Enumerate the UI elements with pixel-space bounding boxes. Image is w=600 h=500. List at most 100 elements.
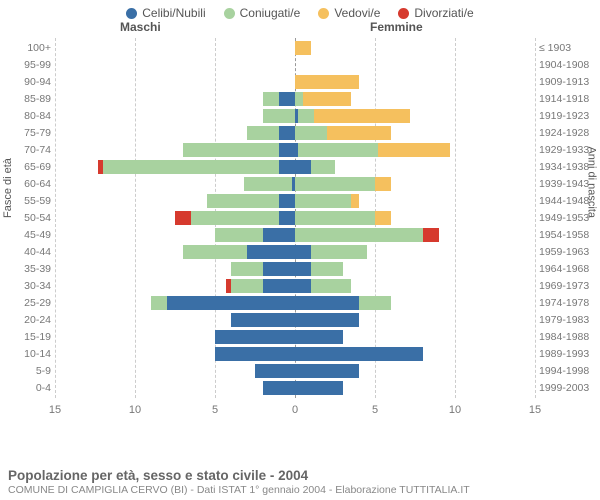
segment-vedovi: [351, 194, 359, 208]
age-row: 85-891914-1918: [55, 91, 535, 108]
legend-swatch: [224, 8, 235, 19]
segment-coniugati: [183, 245, 247, 259]
segment-coniugati: [244, 177, 292, 191]
bar-female: [295, 347, 423, 361]
bar-male: [263, 109, 295, 123]
birth-year-label: 1959-1963: [539, 244, 597, 261]
segment-coniugati: [298, 109, 314, 123]
header-female: Femmine: [370, 20, 423, 34]
age-row: 10-141989-1993: [55, 346, 535, 363]
age-row: 95-991904-1908: [55, 57, 535, 74]
bar-male: [231, 262, 295, 276]
segment-celibi: [295, 262, 311, 276]
bar-female: [295, 177, 391, 191]
segment-celibi: [263, 262, 295, 276]
bar-female: [295, 228, 439, 242]
segment-celibi: [295, 347, 423, 361]
age-row: 5-91994-1998: [55, 363, 535, 380]
segment-coniugati: [295, 126, 327, 140]
segment-celibi: [167, 296, 295, 310]
segment-celibi: [295, 296, 359, 310]
bar-female: [295, 160, 335, 174]
bar-female: [295, 364, 359, 378]
age-row: 80-841919-1923: [55, 108, 535, 125]
legend-item: Vedovi/e: [318, 6, 380, 20]
segment-coniugati: [359, 296, 391, 310]
legend-swatch: [398, 8, 409, 19]
segment-celibi: [255, 364, 295, 378]
segment-celibi: [263, 279, 295, 293]
bar-female: [295, 75, 359, 89]
segment-coniugati: [311, 245, 367, 259]
segment-vedovi: [327, 126, 391, 140]
age-row: 70-741929-1933: [55, 142, 535, 159]
segment-celibi: [295, 279, 311, 293]
age-row: 20-241979-1983: [55, 312, 535, 329]
header-male: Maschi: [120, 20, 161, 34]
age-label: 55-59: [7, 193, 51, 210]
age-row: 40-441959-1963: [55, 244, 535, 261]
birth-year-label: 1949-1953: [539, 210, 597, 227]
age-row: 75-791924-1928: [55, 125, 535, 142]
legend-swatch: [318, 8, 329, 19]
segment-coniugati: [295, 177, 375, 191]
bar-male: [231, 313, 295, 327]
age-row: 15-191984-1988: [55, 329, 535, 346]
segment-vedovi: [378, 143, 450, 157]
birth-year-label: ≤ 1903: [539, 40, 597, 57]
segment-vedovi: [375, 177, 391, 191]
bar-female: [295, 279, 351, 293]
age-row: 90-941909-1913: [55, 74, 535, 91]
x-tick-label: 5: [372, 404, 378, 416]
segment-coniugati: [151, 296, 167, 310]
birth-year-label: 1954-1958: [539, 227, 597, 244]
legend-label: Divorziati/e: [414, 6, 473, 20]
bar-female: [295, 92, 351, 106]
bar-female: [295, 330, 343, 344]
segment-celibi: [279, 143, 295, 157]
bar-male: [263, 92, 295, 106]
age-label: 80-84: [7, 108, 51, 125]
rows-container: 100+≤ 190395-991904-190890-941909-191385…: [55, 40, 535, 397]
segment-celibi: [279, 160, 295, 174]
age-label: 60-64: [7, 176, 51, 193]
bar-female: [295, 313, 359, 327]
segment-coniugati: [311, 160, 335, 174]
birth-year-label: 1919-1923: [539, 108, 597, 125]
birth-year-label: 1939-1943: [539, 176, 597, 193]
bar-female: [295, 41, 311, 55]
segment-vedovi: [375, 211, 391, 225]
legend-item: Coniugati/e: [224, 6, 301, 20]
age-row: 30-341969-1973: [55, 278, 535, 295]
birth-year-label: 1929-1933: [539, 142, 597, 159]
bar-male: [215, 228, 295, 242]
segment-coniugati: [295, 92, 303, 106]
age-label: 25-29: [7, 295, 51, 312]
segment-coniugati: [298, 143, 378, 157]
age-label: 0-4: [7, 380, 51, 397]
segment-celibi: [295, 364, 359, 378]
birth-year-label: 1904-1908: [539, 57, 597, 74]
segment-coniugati: [207, 194, 279, 208]
birth-year-label: 1989-1993: [539, 346, 597, 363]
birth-year-label: 1979-1983: [539, 312, 597, 329]
x-tick-label: 0: [292, 404, 298, 416]
bar-male: [175, 211, 295, 225]
segment-celibi: [215, 347, 295, 361]
bar-male: [207, 194, 295, 208]
age-label: 65-69: [7, 159, 51, 176]
bar-female: [295, 109, 410, 123]
segment-divorziati: [175, 211, 191, 225]
bar-male: [98, 160, 295, 174]
age-label: 40-44: [7, 244, 51, 261]
legend-label: Vedovi/e: [334, 6, 380, 20]
age-label: 95-99: [7, 57, 51, 74]
column-headers: Maschi Femmine: [0, 20, 600, 38]
age-row: 100+≤ 1903: [55, 40, 535, 57]
segment-coniugati: [215, 228, 263, 242]
segment-vedovi: [295, 41, 311, 55]
segment-celibi: [215, 330, 295, 344]
segment-celibi: [263, 381, 295, 395]
bar-female: [295, 211, 391, 225]
birth-year-label: 1969-1973: [539, 278, 597, 295]
